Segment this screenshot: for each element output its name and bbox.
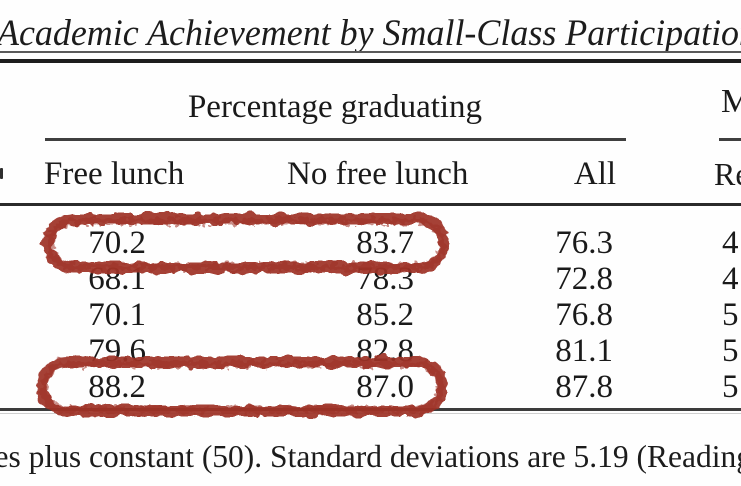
group-header-right-partial-M: M bbox=[721, 83, 741, 120]
cell-row5-all: 87.8 bbox=[555, 369, 613, 405]
cell-row2-right-partial: 4 bbox=[722, 261, 739, 297]
footnote-text: res plus constant (50). Standard deviati… bbox=[0, 438, 741, 474]
column-header-no-free-lunch: No free lunch bbox=[287, 156, 469, 192]
cell-row4-free-lunch: 79.6 bbox=[88, 333, 146, 369]
cell-row5-free-lunch: 88.2 bbox=[88, 369, 146, 405]
column-header-all: All bbox=[573, 156, 617, 192]
cell-row4-no-free-lunch: 82.8 bbox=[356, 333, 414, 369]
group-rule-right-partial bbox=[719, 138, 741, 141]
cell-row5-no-free-lunch: 87.0 bbox=[356, 369, 414, 405]
cell-row2-no-free-lunch: 78.3 bbox=[356, 261, 414, 297]
group-header-percentage-graduating: Percentage graduating bbox=[187, 89, 483, 125]
cell-row1-all: 76.3 bbox=[555, 225, 613, 261]
cell-row3-all: 76.8 bbox=[555, 297, 613, 333]
cell-row2-free-lunch: 68.1 bbox=[88, 261, 146, 297]
top-rule-thin bbox=[0, 51, 741, 53]
cell-row1-no-free-lunch: 83.7 bbox=[356, 225, 414, 261]
header-body-rule bbox=[0, 203, 741, 206]
column-header-right-partial-reading: Re bbox=[714, 156, 741, 192]
bottom-rule bbox=[0, 408, 741, 411]
cell-row5-right-partial: 5 bbox=[722, 369, 739, 405]
title-area: Academic Achievement by Small-Class Part… bbox=[0, 13, 741, 54]
cell-row1-free-lunch: 70.2 bbox=[88, 225, 146, 261]
cell-row3-free-lunch: 70.1 bbox=[88, 297, 146, 333]
cell-row3-no-free-lunch: 85.2 bbox=[356, 297, 414, 333]
cell-row4-all: 81.1 bbox=[555, 333, 613, 369]
bottom-rule-shadow bbox=[0, 412, 741, 414]
column-header-free-lunch: Free lunch bbox=[44, 156, 185, 192]
cell-row1-right-partial: 4 bbox=[722, 225, 739, 261]
cell-row2-all: 72.8 bbox=[555, 261, 613, 297]
footnote-area: res plus constant (50). Standard deviati… bbox=[0, 438, 741, 474]
group-rule-left bbox=[45, 138, 626, 141]
cell-row3-right-partial: 5 bbox=[722, 297, 739, 333]
top-rule-thick bbox=[0, 59, 741, 63]
left-clipped-glyph-fragment bbox=[0, 168, 3, 179]
page-title: Academic Achievement by Small-Class Part… bbox=[0, 13, 741, 54]
cell-row4-right-partial: 5 bbox=[722, 333, 739, 369]
